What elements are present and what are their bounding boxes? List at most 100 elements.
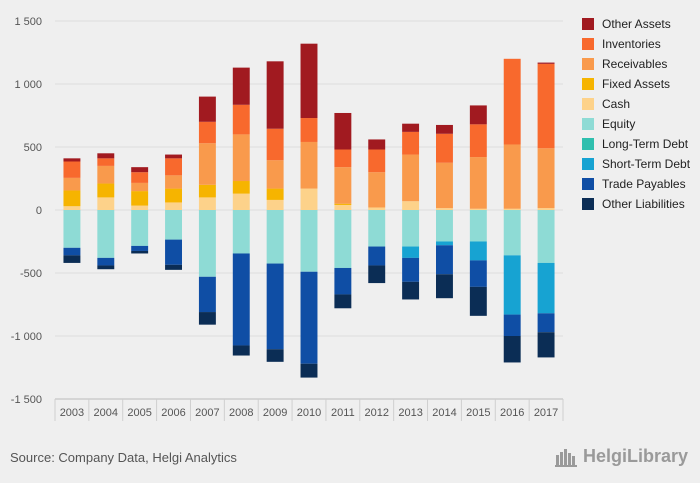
legend-item: Cash: [582, 94, 690, 114]
legend-swatch: [582, 138, 594, 150]
bar-segment: [198, 312, 216, 325]
legend-item: Trade Payables: [582, 174, 690, 194]
legend-swatch: [582, 58, 594, 70]
bar-segment: [232, 253, 250, 346]
bar-segment: [503, 255, 521, 315]
bar-segment: [232, 193, 250, 210]
x-tick-label: 2010: [297, 407, 321, 419]
bar-segment: [63, 161, 81, 178]
legend-item: Receivables: [582, 54, 690, 74]
bar-segment: [300, 363, 318, 378]
bar-segment: [97, 257, 115, 266]
bar-segment: [97, 153, 115, 159]
bar-segment: [165, 188, 182, 203]
x-tick-label: 2012: [364, 407, 388, 419]
legend-swatch: [582, 18, 594, 30]
bar-segment: [436, 133, 453, 163]
legend-label: Equity: [602, 117, 636, 131]
x-tick-label: 2008: [229, 407, 253, 419]
bar-segment: [97, 197, 115, 210]
bar-segment: [232, 104, 250, 135]
chart-legend: Other Assets Inventories Receivables Fixed …: [582, 14, 690, 214]
bar-segment: [232, 181, 250, 194]
y-tick-label: 1 000: [14, 79, 42, 91]
bar-segment: [63, 190, 81, 207]
x-tick-label: 2014: [432, 407, 456, 419]
bar-segment: [131, 167, 149, 173]
bar-segment: [266, 349, 284, 362]
legend-label: Long-Term Debt: [602, 137, 689, 151]
legend-item: Long-Term Debt: [582, 134, 690, 154]
bar-segment: [469, 286, 487, 316]
bar-segment: [131, 250, 149, 254]
bar-segment: [266, 210, 284, 264]
bar-segment: [97, 210, 115, 258]
bar-segment: [436, 124, 453, 134]
legend-label: Short-Term Debt: [602, 157, 691, 171]
legend-label: Trade Payables: [602, 177, 686, 191]
bar-segment: [503, 58, 521, 145]
bar-segment: [469, 124, 487, 158]
bar-segment: [266, 199, 284, 210]
legend-swatch: [582, 118, 594, 130]
bar-segment: [63, 177, 81, 191]
bar-segment: [402, 131, 420, 155]
bar-segment: [402, 201, 420, 210]
bar-segment: [334, 149, 352, 168]
bar-segment: [63, 158, 81, 162]
bar-segment: [165, 175, 182, 189]
footer: Source: Company Data, Helgi Analytics He…: [0, 440, 700, 483]
bar-segment: [131, 182, 149, 192]
bar-segment: [503, 210, 521, 256]
bar-segment: [198, 121, 216, 144]
bar-segment: [131, 172, 149, 183]
x-tick-label: 2015: [466, 407, 490, 419]
legend-item: Short-Term Debt: [582, 154, 690, 174]
bar-segment: [469, 208, 487, 210]
bar-segment: [198, 197, 216, 210]
bar-segment: [503, 144, 521, 209]
bar-segment: [334, 294, 352, 309]
bar-segment: [97, 183, 115, 198]
bar-segment: [232, 67, 250, 105]
bar-segment: [131, 191, 149, 206]
bar-segment: [131, 210, 149, 246]
bar-segment: [266, 61, 284, 129]
bar-segment: [165, 264, 182, 270]
bar-segment: [232, 345, 250, 356]
bar-segment: [300, 43, 318, 119]
bar-segment: [503, 314, 521, 336]
y-tick-label: -1 500: [11, 394, 42, 406]
bar-segment: [503, 208, 521, 210]
bar-segment: [436, 210, 453, 242]
legend-item: Equity: [582, 114, 690, 134]
bar-segment: [63, 255, 81, 263]
bar-segment: [402, 281, 420, 300]
bar-segment: [537, 148, 555, 209]
bar-segment: [97, 158, 115, 166]
bar-segment: [63, 206, 81, 210]
bar-segment: [402, 123, 420, 132]
bar-segment: [165, 210, 182, 240]
bar-segment: [232, 210, 250, 254]
x-tick-label: 2007: [195, 407, 219, 419]
y-tick-label: -500: [20, 268, 42, 280]
legend-item: Inventories: [582, 34, 690, 54]
bar-segment: [300, 210, 318, 272]
bar-segment: [436, 274, 453, 299]
legend-swatch: [582, 38, 594, 50]
bar-segment: [165, 202, 182, 210]
bar-segment: [165, 158, 182, 176]
bar-segment: [334, 210, 352, 268]
legend-label: Fixed Assets: [602, 77, 671, 91]
bar-segment: [300, 141, 318, 189]
bar-segment: [334, 112, 352, 150]
bar-segment: [402, 246, 420, 258]
bar-segment: [503, 336, 521, 363]
bar-segment: [368, 149, 386, 173]
x-tick-label: 2016: [500, 407, 524, 419]
x-tick-label: 2017: [534, 407, 558, 419]
source-text: Source: Company Data, Helgi Analytics: [10, 450, 237, 465]
legend-swatch: [582, 158, 594, 170]
bar-segment: [198, 143, 216, 185]
